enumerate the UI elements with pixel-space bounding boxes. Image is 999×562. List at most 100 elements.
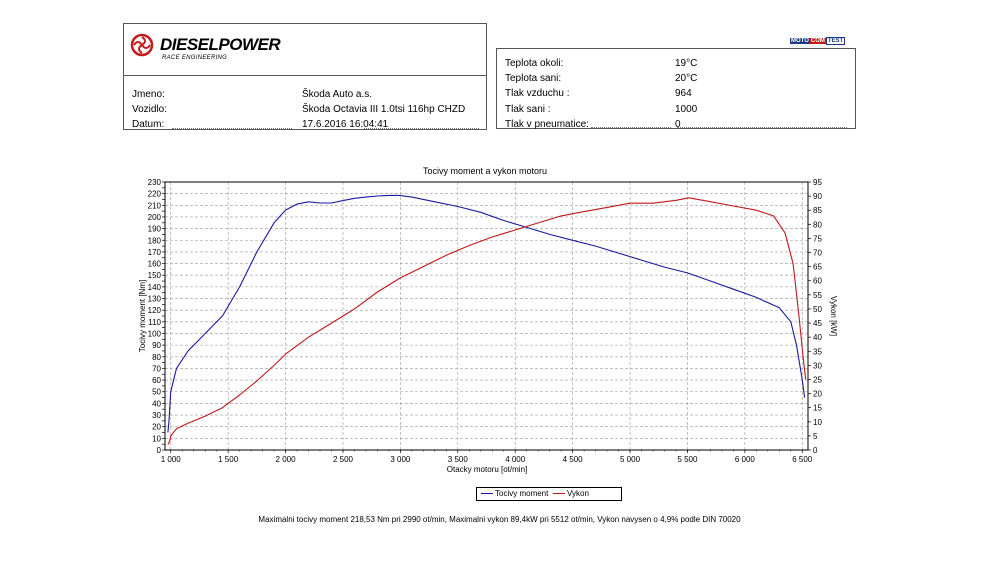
y2-tick-label: 60 [813,277,822,286]
y-tick-label: 140 [148,283,162,292]
jmeno-value: Škoda Auto a.s. [302,89,373,100]
tlak-vzduchu-row: Tlak vzduchu : 964 [505,88,692,99]
jmeno-label: Jmeno: [132,89,165,100]
data-series [167,194,807,445]
brand-name: DIESELPOWER [160,35,281,54]
pneu-leader [591,127,671,128]
y2-tick-label: 80 [813,220,822,229]
x-tick-label: 1 500 [218,455,239,464]
y2-tick-label: 70 [813,249,822,258]
x-tick-label: 6 000 [735,455,756,464]
legend-swatch-power [553,493,565,495]
x-axis-label: Otacky motoru [ot/min] [447,465,527,474]
y-tick-label: 80 [152,353,161,362]
y-tick-label: 130 [148,295,162,304]
y-tick-label: 160 [148,260,162,269]
vehicle-info-panel: DIESELPOWER RACE ENGINEERING Jmeno: Škod… [123,23,487,130]
vozidlo-value: Škoda Octavia III 1.0tsi 116hp CHZD [302,104,466,115]
datum-label: Datum: [132,119,165,130]
y2-tick-label: 90 [813,192,822,201]
y-tick-label: 10 [152,434,161,443]
y-tick-label: 50 [152,388,161,397]
grid-lines [165,181,808,451]
pneu-leader-end [677,127,847,128]
y-tick-label: 150 [148,271,162,280]
legend-swatch-torque [481,493,493,495]
x-tick-label: 2 500 [333,455,354,464]
tlak-sani-row: Tlak sani : 1000 [505,104,697,115]
x-tick-label: 2 000 [276,455,297,464]
y-axis-label: Tocivy moment [Nm] [138,280,147,352]
badge-test: TEST [825,37,846,45]
y2-tick-label: 75 [813,234,822,243]
y2-tick-label: 10 [813,418,822,427]
y-tick-label: 60 [152,376,161,385]
x-tick-label: 4 000 [505,455,526,464]
x-tick-label: 5 000 [620,455,641,464]
badge-moto: MOTO [790,38,810,44]
teplota-okoli-row: Teplota okoli: 19°C [505,58,697,69]
y2-tick-label: 25 [813,375,822,384]
y2-tick-label: 30 [813,361,822,370]
power-line [167,197,807,445]
badge-com: COM [809,38,826,44]
y-tick-label: 100 [148,329,162,338]
x-tick-label: 4 500 [563,455,584,464]
teplota-okoli-label: Teplota okoli: [505,58,564,69]
axes: 0102030405060708090100110120130140150160… [148,178,823,464]
datum-value: 17.6.2016 16:04:41 [302,119,389,130]
teplota-okoli-value: 19°C [675,58,698,69]
y-tick-label: 20 [152,423,161,432]
y-tick-label: 220 [148,190,162,199]
tlak-pneu-value: 0 [675,119,681,130]
tlak-sani-value: 1000 [675,104,698,115]
y-tick-label: 180 [148,236,162,245]
y2-tick-label: 85 [813,206,822,215]
y2-tick-label: 20 [813,390,822,399]
y-tick-label: 90 [152,341,161,350]
y-tick-label: 0 [157,446,162,455]
y2-tick-label: 45 [813,319,822,328]
chart-legend: Tocivy moment Vykon [476,487,622,501]
y-tick-label: 120 [148,306,162,315]
datum-leader-end [364,128,479,129]
y-tick-label: 190 [148,225,162,234]
legend-item-torque: Tocivy moment [481,489,548,498]
y-tick-label: 40 [152,399,161,408]
tlak-sani-label: Tlak sani : [505,104,551,115]
teplota-sani-row: Teplota sani: 20°C [505,73,697,84]
y2-tick-label: 35 [813,347,822,356]
conditions-panel: Teplota okoli: 19°C Teplota sani: 20°C T… [496,48,856,130]
plot-frame [164,181,809,451]
vozidlo-label: Vozidlo: [132,104,168,115]
brand-tagline: RACE ENGINEERING [162,55,228,61]
y2-tick-label: 15 [813,404,822,413]
y2-tick-label: 0 [813,446,818,455]
torque-line [167,194,806,433]
y-tick-label: 230 [148,178,162,187]
logo-area: DIESELPOWER RACE ENGINEERING [124,24,486,76]
y2-tick-label: 40 [813,333,822,342]
turbo-logo-icon [130,33,154,57]
x-tick-label: 5 500 [677,455,698,464]
tlak-pneu-label: Tlak v pneumatice: [505,119,589,130]
teplota-sani-label: Teplota sani: [505,73,562,84]
tlak-pneu-row: Tlak v pneumatice: 0 [505,119,681,130]
mototest-badge: MOTO COM TEST [790,37,846,45]
datum-leader [172,128,292,129]
x-tick-label: 3 500 [448,455,469,464]
summary-footer: Maximalni tocivy moment 218,53 Nm pri 29… [258,515,741,524]
y2-axis-label: Vykon [kW] [829,296,838,336]
x-tick-label: 1 000 [161,455,182,464]
y-tick-label: 110 [148,318,161,327]
y-tick-label: 170 [148,248,162,257]
tlak-vzduchu-label: Tlak vzduchu : [505,88,570,99]
y-tick-label: 70 [152,364,161,373]
y2-tick-label: 95 [813,178,822,187]
y2-tick-label: 55 [813,291,822,300]
legend-item-power: Vykon [553,489,589,498]
teplota-sani-value: 20°C [675,73,698,84]
y-tick-label: 30 [152,411,161,420]
y2-tick-label: 5 [813,432,818,441]
